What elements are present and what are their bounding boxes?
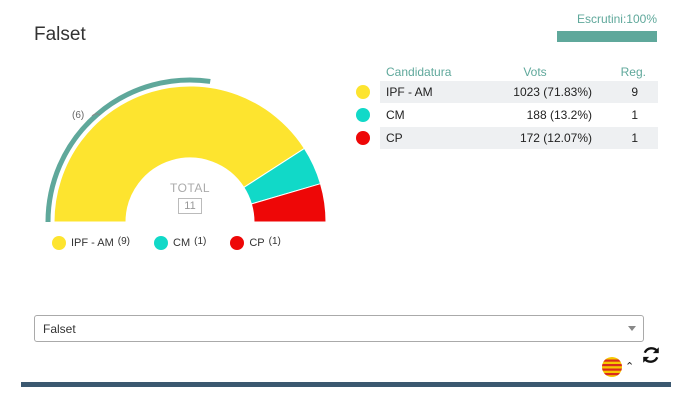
- legend-item: IPF - AM (9): [52, 236, 130, 250]
- party-seats: 1: [631, 108, 638, 122]
- party-seats: 9: [631, 85, 638, 99]
- header-votes: Vots: [523, 64, 547, 79]
- hemicycle-slice-2: [250, 183, 327, 223]
- bottom-bar: [21, 382, 671, 387]
- results-table: Candidatura Vots Reg. IPF - AM 1023 (71.8…: [352, 62, 658, 150]
- refresh-icon[interactable]: [640, 344, 662, 366]
- majority-arc: [45, 77, 211, 223]
- legend-dot: [154, 236, 169, 250]
- scrutiny-progress-bar: [557, 31, 657, 42]
- total-label: TOTAL: [169, 181, 211, 195]
- legend-name: IPF - AM: [71, 237, 114, 249]
- results-rows: IPF - AM 1023 (71.83%) 9 CM 188 (13.2%) 1 CP 17…: [352, 81, 658, 149]
- chevron-up-icon[interactable]: ⌃: [625, 360, 635, 373]
- scrutiny-progress-fill: [557, 31, 657, 42]
- hemicycle-slice-0: [53, 85, 306, 223]
- legend-item: CP (1): [230, 236, 281, 250]
- seats-hemicycle-chart: (6): [40, 70, 340, 230]
- catalan-flag-icon[interactable]: [602, 357, 622, 377]
- hemicycle-svg: (6): [45, 77, 327, 223]
- majority-label: (6): [72, 110, 84, 121]
- party-votes: 1023 (71.83%): [513, 85, 592, 99]
- legend-seats: (9): [117, 235, 131, 247]
- header-candidature: Candidatura: [386, 64, 452, 79]
- results-header: Candidatura Vots Reg.: [352, 62, 658, 81]
- row-cells: IPF - AM 1023 (71.83%) 9: [380, 81, 658, 103]
- party-votes: 188 (13.2%): [526, 108, 592, 122]
- legend-dot: [52, 236, 66, 250]
- total-value: 11: [178, 198, 202, 214]
- party-seats: 1: [631, 131, 638, 145]
- party-color-dot: [356, 131, 370, 145]
- party-color-dot: [356, 85, 370, 99]
- table-row: CM 188 (13.2%) 1: [352, 104, 658, 126]
- municipality-select-value: Falset: [43, 321, 76, 336]
- table-row: IPF - AM 1023 (71.83%) 9: [352, 81, 658, 103]
- legend-item: CM (1): [154, 236, 206, 250]
- legend-seats: (1): [268, 235, 281, 247]
- legend-seats: (1): [194, 235, 207, 247]
- legend-name: CP: [249, 237, 265, 249]
- legend-dot: [230, 236, 245, 250]
- party-name: CP: [386, 131, 403, 145]
- scrutiny-label: Escrutini:100%: [576, 12, 657, 26]
- chart-legend: IPF - AM (9) CM (1) CP (1): [52, 236, 305, 250]
- page-title: Falset: [34, 24, 86, 45]
- legend-name: CM: [173, 237, 191, 249]
- chevron-down-icon[interactable]: [628, 326, 636, 331]
- party-name: IPF - AM: [386, 85, 433, 99]
- scrutiny-indicator: Escrutini:100%: [557, 12, 657, 42]
- party-name: CM: [386, 108, 405, 122]
- majority-tick: [91, 113, 101, 117]
- total-seats: TOTAL 11: [160, 181, 220, 214]
- header-seats: Reg.: [620, 64, 646, 79]
- table-row: CP 172 (12.07%) 1: [352, 127, 658, 149]
- party-color-dot: [356, 108, 370, 122]
- language-selector[interactable]: ⌃: [602, 357, 634, 377]
- row-cells: CP 172 (12.07%) 1: [380, 127, 658, 149]
- row-cells: CM 188 (13.2%) 1: [380, 104, 658, 126]
- party-votes: 172 (12.07%): [519, 131, 592, 145]
- municipality-select[interactable]: Falset: [34, 315, 644, 342]
